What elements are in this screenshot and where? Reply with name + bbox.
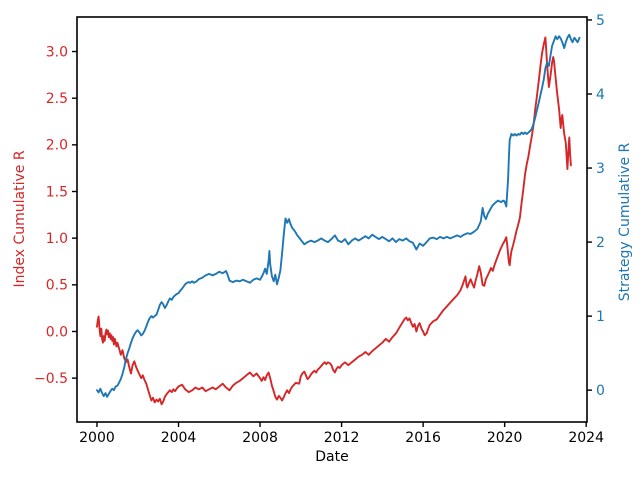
left-y-tick-label: 2.5	[46, 91, 68, 107]
x-axis-label: Date	[315, 449, 348, 465]
right-y-axis-label: Strategy Cumulative R	[617, 142, 633, 301]
left-y-tick-label: −0.5	[34, 371, 68, 387]
x-tick-label: 2004	[161, 430, 197, 446]
strategy-cumulative-r-line	[96, 33, 581, 398]
right-y-tick-label: 1	[596, 309, 605, 325]
x-tick-label: 2016	[405, 430, 441, 446]
axes-spines	[76, 16, 588, 423]
right-y-tick-label: 3	[596, 161, 605, 177]
x-tick-label: 2024	[568, 430, 604, 446]
x-tick-label: 2012	[324, 430, 360, 446]
right-y-tick-label: 0	[596, 383, 605, 399]
left-y-tick-label: 0.5	[46, 278, 68, 294]
plot-area	[77, 17, 587, 422]
x-tick-label: 2008	[242, 430, 278, 446]
left-y-tick-label: 2.0	[46, 138, 68, 154]
left-y-tick-label: 3.0	[46, 44, 68, 60]
x-tick-label: 2000	[79, 430, 115, 446]
generated-chart-content: 2000 2004 2008 2012 2016 2020 2024 −0.5 0.0 0.5 1.…	[34, 13, 605, 446]
left-y-tick-label: 1.5	[46, 184, 68, 200]
index-cumulative-r-line	[96, 36, 572, 406]
left-y-axis-label: Index Cumulative R	[12, 150, 28, 287]
left-y-tick-label: 1.0	[46, 231, 68, 247]
x-tick-label: 2020	[487, 430, 523, 446]
right-y-tick-label: 5	[596, 13, 605, 29]
left-y-tick-label: 0.0	[46, 324, 68, 340]
right-y-tick-label: 2	[596, 235, 605, 251]
right-y-tick-label: 4	[596, 87, 605, 103]
